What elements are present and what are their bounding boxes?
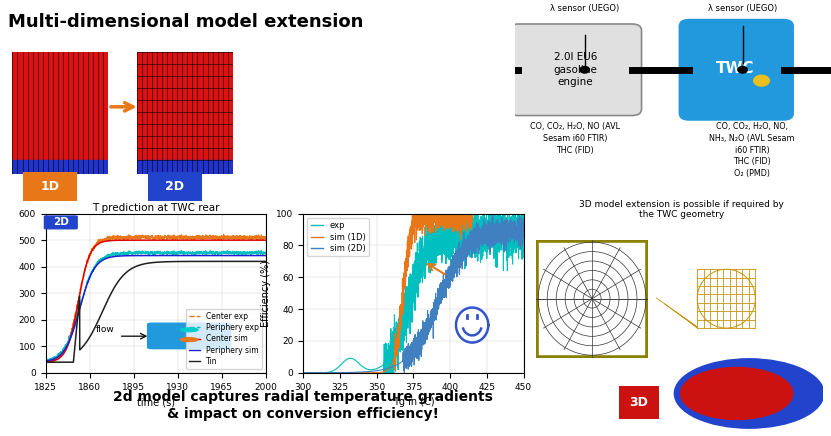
- Ellipse shape: [681, 368, 793, 419]
- FancyBboxPatch shape: [617, 384, 661, 420]
- Ellipse shape: [675, 359, 824, 428]
- Text: CO, CO₂, H₂O, NO,
NH₃, N₂O (AVL Sesam
i60 FTIR)
THC (FID)
O₂ (PMD): CO, CO₂, H₂O, NO, NH₃, N₂O (AVL Sesam i6…: [710, 122, 794, 178]
- Legend: Center exp, Periphery exp, Center sim, Periphery sim, Tin: Center exp, Periphery exp, Center sim, P…: [185, 309, 262, 369]
- Text: λ sensor (UEGO): λ sensor (UEGO): [708, 4, 777, 14]
- Bar: [12, 52, 108, 160]
- FancyBboxPatch shape: [680, 20, 793, 120]
- Bar: [137, 52, 233, 160]
- Text: 3D: 3D: [630, 396, 648, 409]
- Text: 2D: 2D: [53, 218, 69, 228]
- FancyBboxPatch shape: [144, 170, 206, 203]
- Title: T prediction at TWC rear: T prediction at TWC rear: [92, 203, 219, 213]
- Circle shape: [580, 66, 589, 73]
- Text: 2.0l EU6
gasoline
engine: 2.0l EU6 gasoline engine: [553, 52, 597, 87]
- FancyBboxPatch shape: [509, 24, 642, 116]
- Text: Multi-dimensional model extension: Multi-dimensional model extension: [8, 13, 364, 31]
- FancyBboxPatch shape: [148, 323, 231, 349]
- FancyBboxPatch shape: [19, 170, 81, 203]
- Text: λ sensor (UEGO): λ sensor (UEGO): [550, 4, 619, 14]
- Text: flow: flow: [96, 324, 114, 334]
- FancyBboxPatch shape: [44, 216, 77, 229]
- Circle shape: [180, 338, 198, 341]
- Circle shape: [738, 66, 747, 73]
- Bar: [137, 160, 233, 174]
- Text: CO, CO₂, H₂O, NO (AVL
Sesam i60 FTIR)
THC (FID): CO, CO₂, H₂O, NO (AVL Sesam i60 FTIR) TH…: [530, 122, 620, 155]
- X-axis label: time (s): time (s): [137, 397, 175, 407]
- Text: TWC: TWC: [715, 61, 754, 76]
- X-axis label: Tg in (C): Tg in (C): [392, 397, 435, 407]
- Circle shape: [180, 328, 198, 332]
- Legend: exp, sim (1D), sim (2D): exp, sim (1D), sim (2D): [307, 218, 369, 256]
- Text: 2D: 2D: [165, 180, 184, 193]
- Text: 1D: 1D: [41, 180, 60, 193]
- Bar: [12, 160, 108, 174]
- Text: 3D model extension is possible if required by
the TWC geometry: 3D model extension is possible if requir…: [579, 200, 784, 219]
- Y-axis label: Efficiency (%): Efficiency (%): [261, 260, 271, 327]
- Circle shape: [754, 75, 770, 86]
- Text: 2d model captures radial temperature gradients
& impact on conversion efficiency: 2d model captures radial temperature gra…: [113, 390, 494, 421]
